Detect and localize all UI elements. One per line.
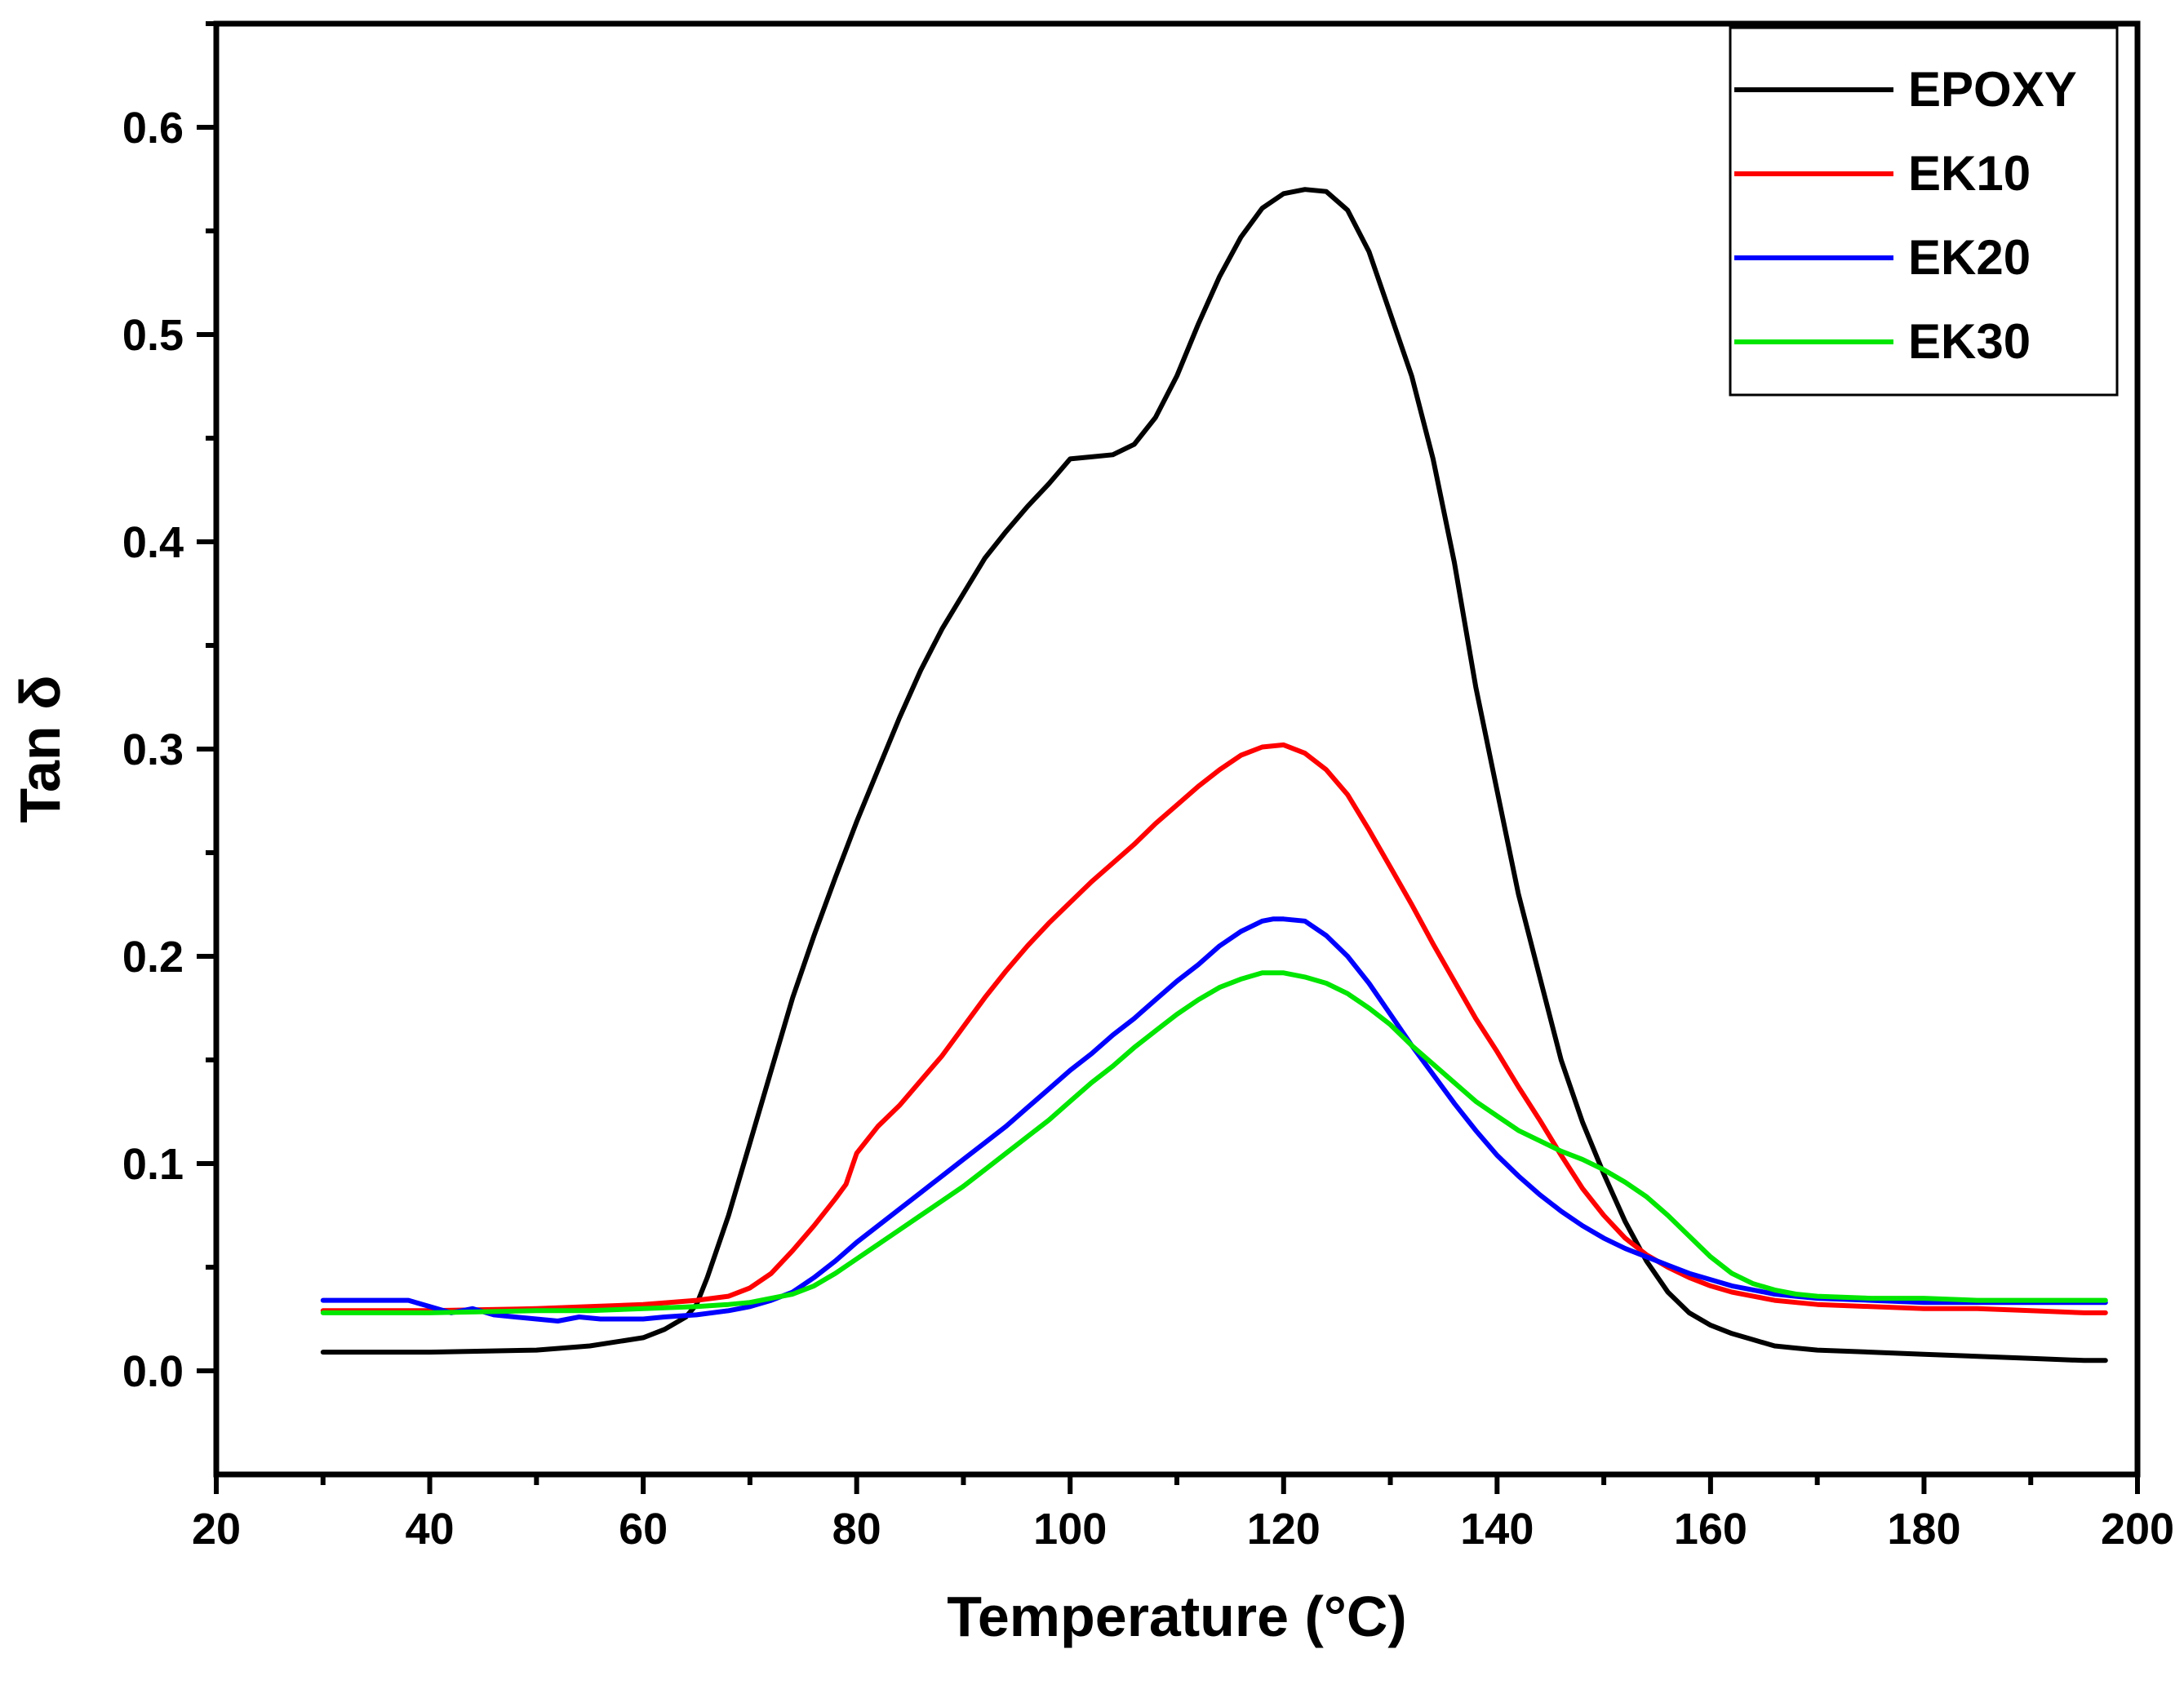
y-tick-label: 0.5 xyxy=(122,311,184,360)
legend-label-ek10: EK10 xyxy=(1908,146,2031,201)
legend-label-epoxy: EPOXY xyxy=(1908,62,2077,117)
legend: EPOXY EK10 EK20 EK30 xyxy=(1729,26,2119,397)
x-tick-label: 40 xyxy=(406,1505,455,1554)
y-tick-label: 0.1 xyxy=(122,1140,184,1189)
series-line-epoxy xyxy=(320,187,2108,1363)
x-axis-label: Temperature (°C) xyxy=(947,1585,1406,1648)
legend-entries: EPOXY EK10 EK20 EK30 xyxy=(1734,62,2077,369)
x-tick-label: 160 xyxy=(1674,1505,1747,1554)
series-layer xyxy=(320,187,2108,1363)
y-tick-label: 0.4 xyxy=(122,518,184,567)
series-line-ek10 xyxy=(320,742,2108,1315)
x-tick-label: 80 xyxy=(832,1505,881,1554)
y-tick-label: 0.0 xyxy=(122,1347,184,1396)
x-tick-label: 140 xyxy=(1460,1505,1534,1554)
x-tick-label: 120 xyxy=(1247,1505,1321,1554)
series-line-ek20 xyxy=(320,916,2108,1323)
x-tick-label: 20 xyxy=(192,1505,241,1554)
y-tick-label: 0.2 xyxy=(122,933,184,982)
plot-frame xyxy=(213,20,2141,1478)
x-tick-label: 60 xyxy=(619,1505,668,1554)
y-tick-label: 0.6 xyxy=(122,104,184,153)
legend-label-ek20: EK20 xyxy=(1908,230,2031,285)
x-tick-label: 100 xyxy=(1033,1505,1107,1554)
series-line-ek30 xyxy=(320,970,2108,1315)
ticks-layer: 20 40 60 80 100 120 140 160 180 200 0.0 0.1 0.2 0.3 0.… xyxy=(122,21,2174,1554)
x-tick-label: 200 xyxy=(2101,1505,2174,1554)
y-tick-label: 0.3 xyxy=(122,725,184,774)
legend-label-ek30: EK30 xyxy=(1908,314,2031,369)
x-tick-label: 180 xyxy=(1887,1505,1960,1554)
y-axis-label: Tan δ xyxy=(8,675,72,822)
